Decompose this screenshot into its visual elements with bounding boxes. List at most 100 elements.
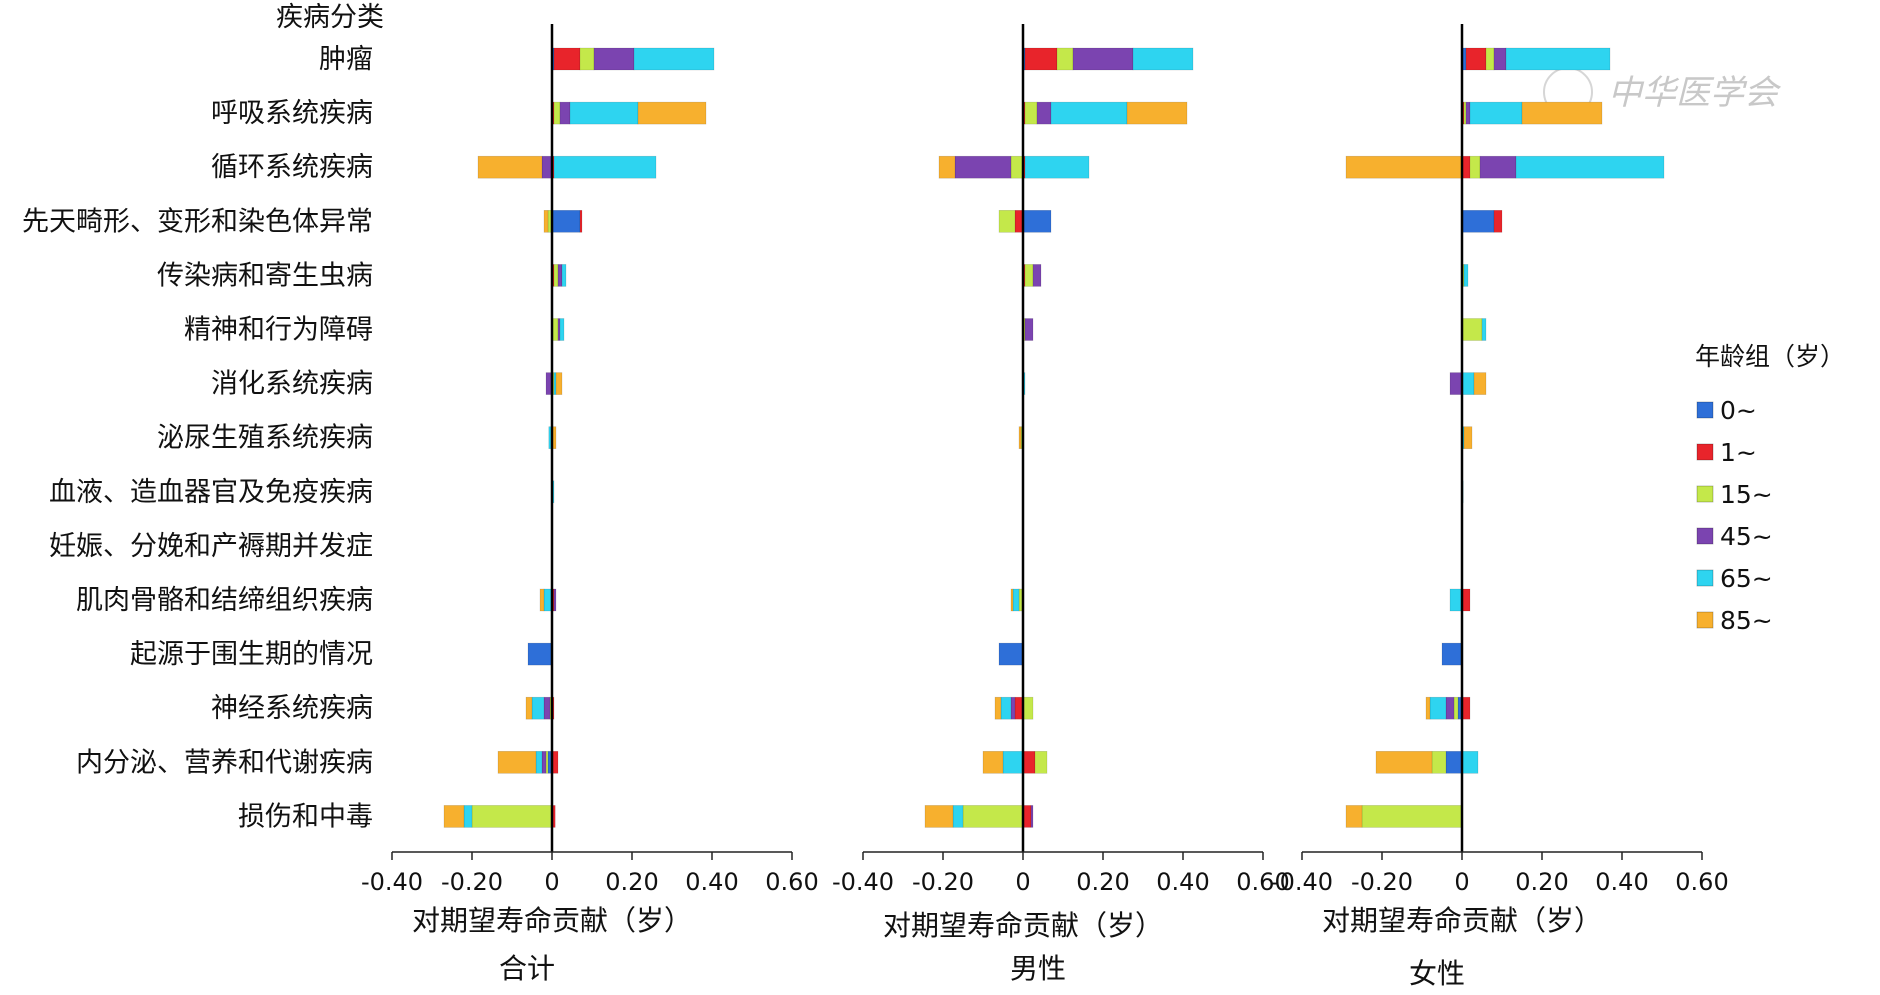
x-tick-label: 0.40 [1595, 868, 1648, 896]
category-label: 传染病和寄生虫病 [157, 260, 373, 291]
bar-segment [1010, 696, 1016, 720]
bar-segment [1361, 805, 1463, 828]
bar-segment [1461, 750, 1479, 774]
bar-segment [938, 155, 956, 179]
panel-title: 女性 [1409, 957, 1465, 990]
category-label: 消化系统疾病 [211, 369, 373, 400]
bar-segment [1032, 264, 1042, 287]
bar-segment [553, 101, 561, 125]
bar-segment [1481, 318, 1487, 341]
bar-segment [1034, 750, 1048, 774]
chart-panel: -0.40 -0.20 0 0.20 0.40 0.60 对期望寿命贡献（岁） 男性 [832, 24, 1290, 985]
x-tick-label: 0.60 [1236, 868, 1289, 896]
bar-segment [1056, 47, 1074, 71]
x-tick-label: 0 [544, 868, 559, 896]
x-tick-label: 0 [1015, 868, 1030, 896]
bar-segment [1010, 155, 1024, 179]
category-label: 神经系统疾病 [211, 693, 373, 724]
legend-label: 1~ [1720, 438, 1757, 467]
panel-title: 合计 [499, 952, 555, 985]
bar-segment [1000, 696, 1012, 720]
bar-segment [559, 101, 571, 125]
category-label: 血液、造血器官及免疫疾病 [49, 477, 373, 508]
bar-segment [1473, 372, 1487, 395]
x-tick-label: -0.40 [832, 868, 894, 896]
bar-segment [1445, 696, 1455, 720]
legend-label: 45~ [1720, 522, 1773, 551]
bar-segment [1018, 426, 1022, 450]
bar-segment [1431, 750, 1447, 774]
bar-segment [954, 155, 1012, 179]
bar-segment [1449, 588, 1463, 612]
panel-title: 男性 [1010, 952, 1066, 985]
bar-segment [952, 805, 964, 828]
bar-segment [1425, 696, 1431, 720]
chart-panel: -0.40 -0.20 0 0.20 0.40 0.60 对期望寿命贡献（岁） 女性 [1271, 24, 1729, 990]
watermark: 中华医学会 [1543, 67, 1782, 117]
bar-segment [1036, 101, 1052, 125]
category-label: 肌肉骨骼和结缔组织疾病 [76, 585, 373, 616]
chart-panel: -0.40 -0.20 0 0.20 0.40 0.60 对期望寿命贡献（岁） 合计 [361, 24, 819, 985]
category-label: 泌尿生殖系统疾病 [157, 423, 373, 454]
bar-segment [579, 210, 583, 233]
bar-segment [543, 696, 551, 720]
category-label: 内分泌、营养和代谢疾病 [76, 747, 373, 778]
bar-segment [1453, 696, 1459, 720]
x-tick-label: -0.20 [912, 868, 974, 896]
bar-segment [1375, 750, 1433, 774]
bar-segment [1463, 264, 1469, 287]
bar-segment [443, 805, 465, 828]
bar-segment [1465, 47, 1487, 71]
bar-segment [637, 101, 707, 125]
bar-segment [553, 264, 559, 287]
bar-segment [471, 805, 553, 828]
category-label: 呼吸系统疾病 [211, 98, 373, 129]
bar-segment [1493, 210, 1503, 233]
bar-segment [553, 155, 657, 179]
legend-swatch [1696, 527, 1714, 545]
x-tick-label: 0.60 [1675, 868, 1728, 896]
bar-segment [1345, 805, 1363, 828]
bar-segment [1493, 47, 1507, 71]
bar-segment [1132, 47, 1194, 71]
bar-segment [1463, 426, 1473, 450]
bar-segment [1022, 696, 1034, 720]
bar-segment [1521, 101, 1603, 125]
bar-segment [994, 696, 1002, 720]
legend-label: 65~ [1720, 564, 1773, 593]
bar-segment [525, 696, 533, 720]
bar-segment [569, 101, 639, 125]
bar-segment [541, 155, 553, 179]
x-axis-label: 对期望寿命贡献（岁） [1322, 904, 1602, 937]
x-tick-label: -0.20 [1351, 868, 1413, 896]
x-tick-label: 0.60 [765, 868, 818, 896]
bar-segment [962, 805, 1024, 828]
legend-label: 85~ [1720, 606, 1773, 635]
bar-segment [924, 805, 954, 828]
x-tick-label: -0.40 [1271, 868, 1333, 896]
bar-segment [527, 642, 553, 666]
bar-segment [1461, 372, 1475, 395]
bar-segment [539, 588, 545, 612]
x-axis-label: 对期望寿命贡献（岁） [412, 904, 692, 937]
bar-segment [1461, 318, 1483, 341]
bar-segment [1463, 101, 1467, 125]
bar-segment [1024, 47, 1058, 71]
bar-segment [982, 750, 1004, 774]
bar-segment [535, 750, 543, 774]
bar-segment [1012, 588, 1020, 612]
chart-panels: -0.40 -0.20 0 0.20 0.40 0.60对期望寿命贡献（岁）合计-0.40… [361, 24, 1729, 990]
category-header: 疾病分类 [276, 2, 384, 33]
bar-segment [1024, 318, 1034, 341]
bar-segment [1022, 210, 1052, 233]
bar-segment [553, 588, 557, 612]
bar-segment [541, 750, 547, 774]
x-axis-label: 对期望寿命贡献（岁） [883, 909, 1163, 942]
bar-segment [1345, 155, 1463, 179]
bar-segment [1050, 101, 1128, 125]
category-label: 循环系统疾病 [211, 152, 373, 183]
x-tick-label: 0 [1454, 868, 1469, 896]
bar-segment [579, 47, 595, 71]
bar-segment [553, 47, 581, 71]
